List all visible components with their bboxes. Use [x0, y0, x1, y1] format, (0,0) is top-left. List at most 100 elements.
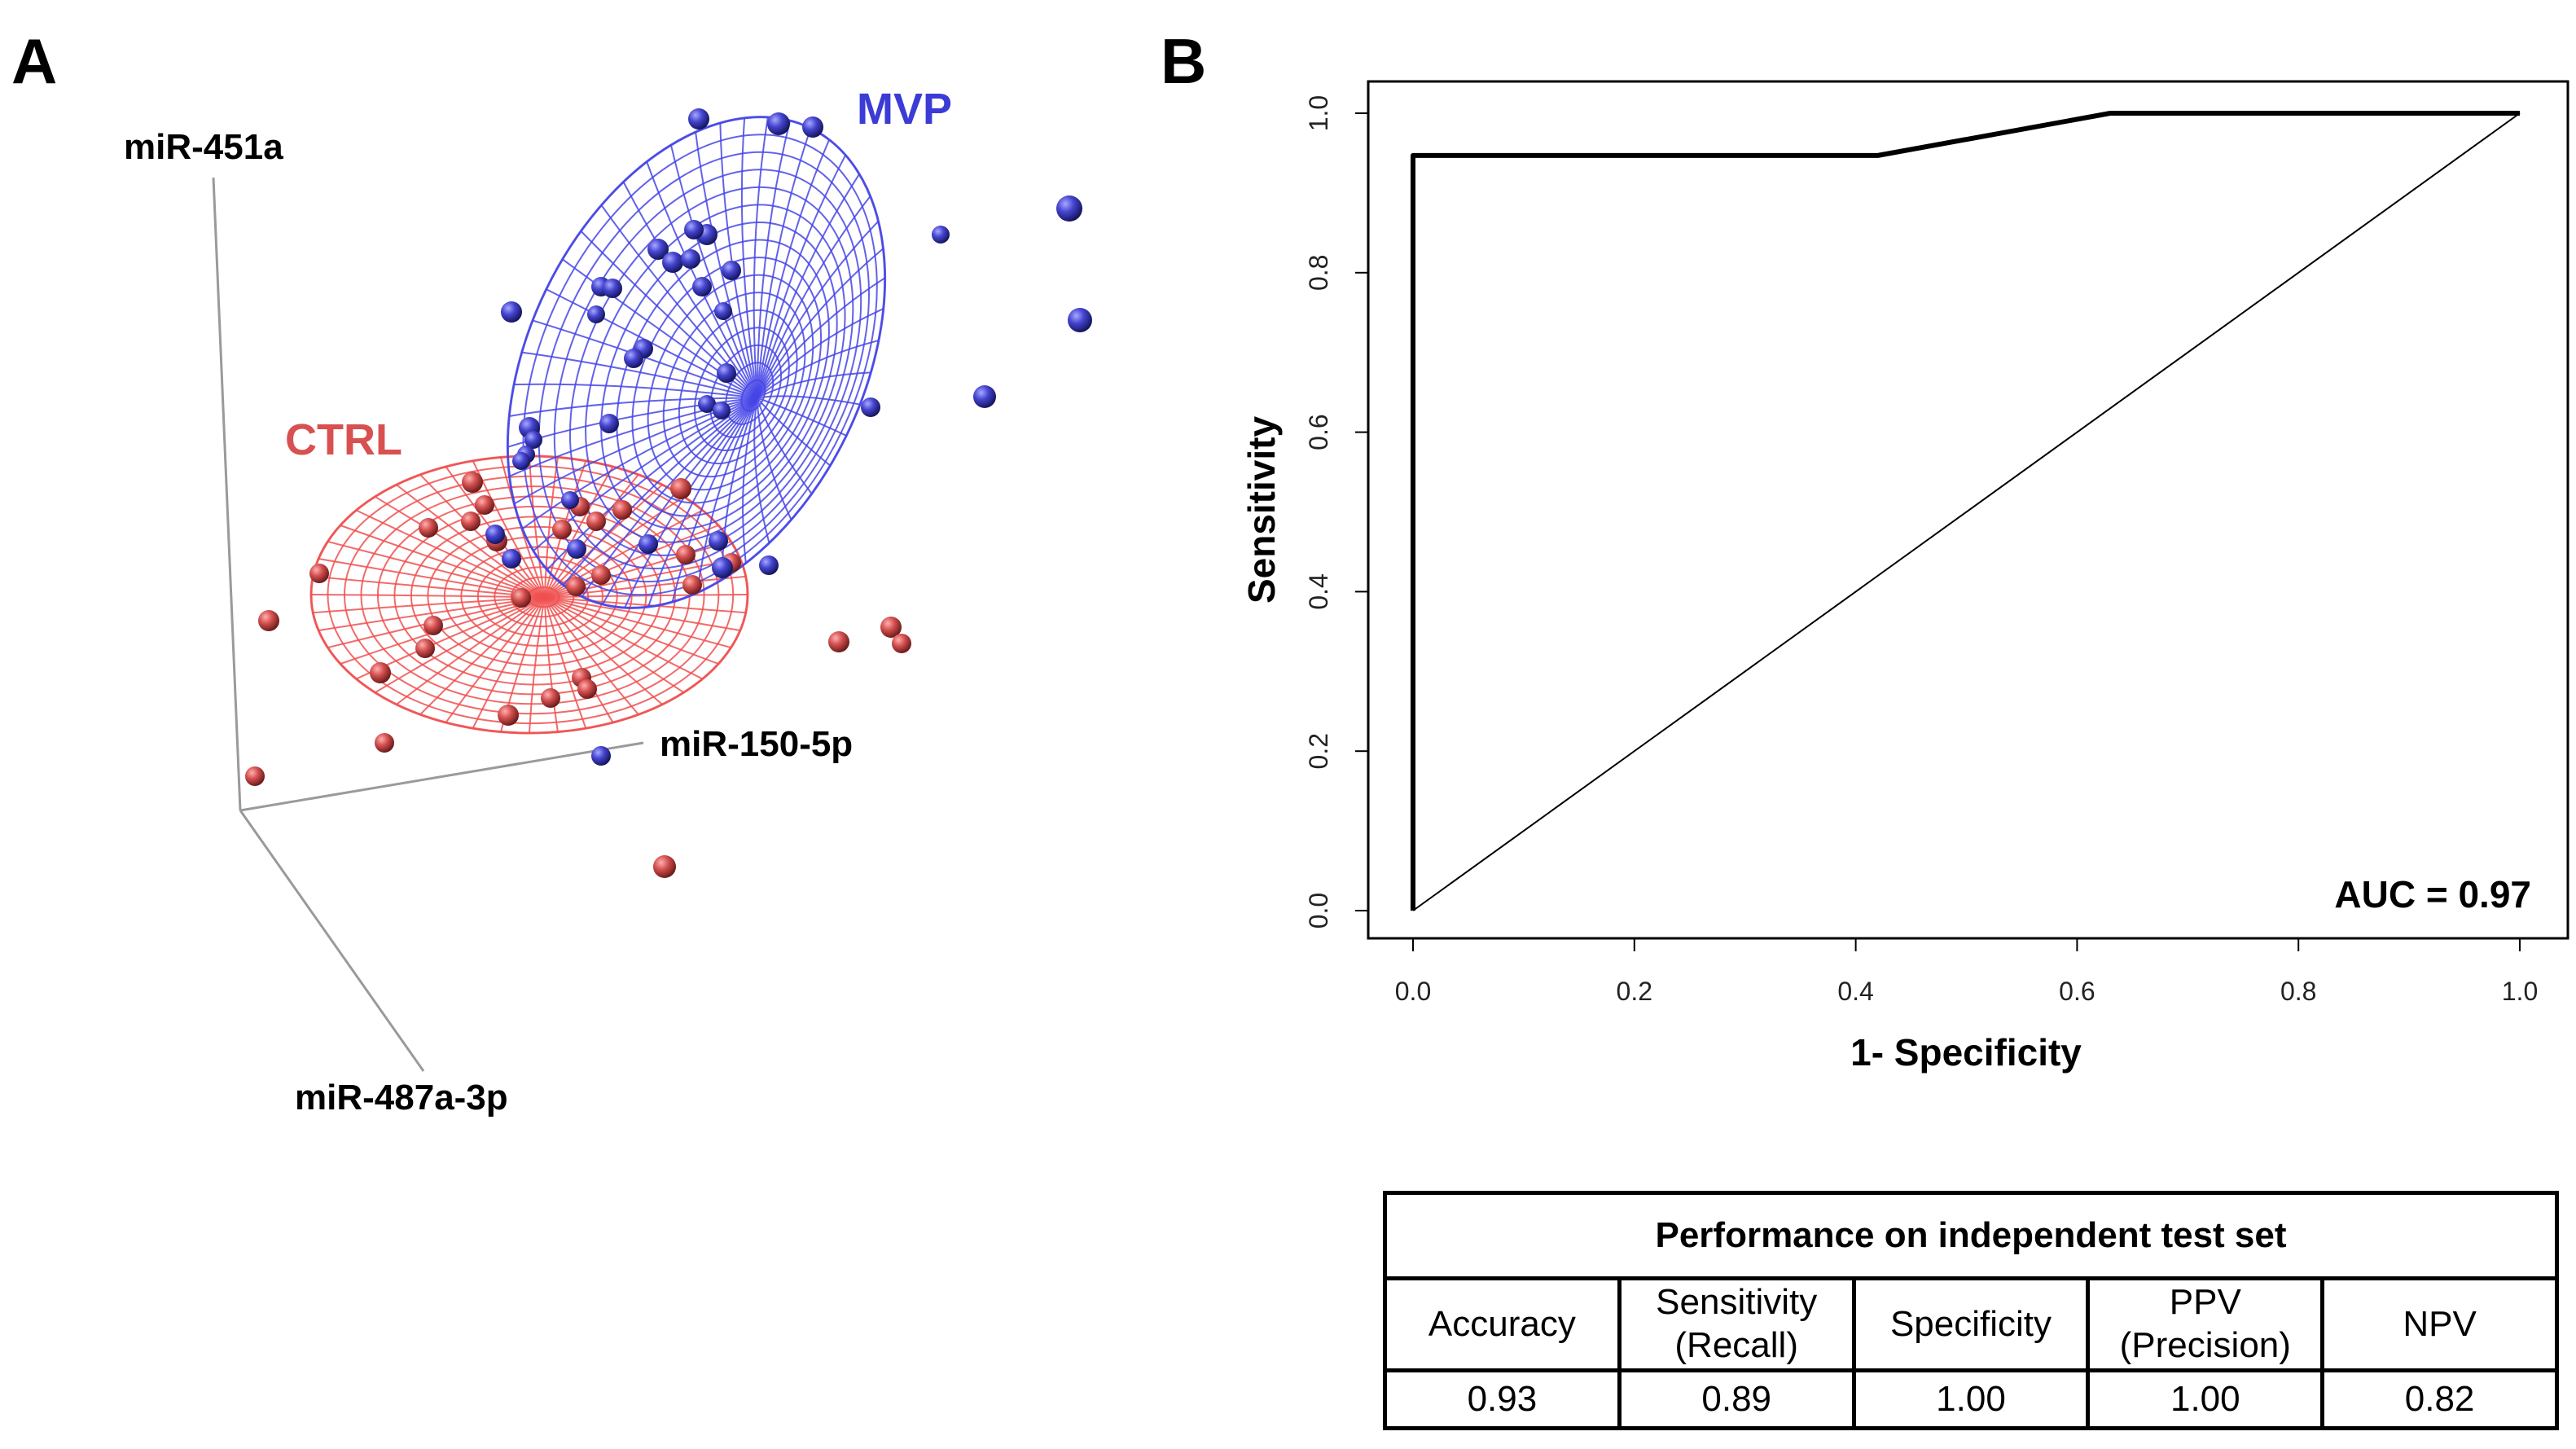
performance-table: Performance on independent test set Accu…	[1383, 1191, 2559, 1430]
ctrl-point	[670, 478, 691, 499]
value-specificity: 1.00	[1851, 1368, 2091, 1430]
ellipsoid-meridian	[757, 397, 847, 437]
x-axis-title: 1- Specificity	[1850, 1031, 2082, 1074]
mvp-point	[722, 261, 741, 280]
mvp-point	[501, 301, 522, 323]
ctrl-point	[892, 634, 911, 653]
ellipsoid-meridian	[647, 397, 758, 608]
header-sensitivity-sublabel: (Recall)	[1674, 1325, 1798, 1365]
mvp-point	[1056, 195, 1082, 222]
ctrl-point	[612, 500, 632, 520]
ellipsoid-meridian	[529, 455, 546, 598]
mvp-point	[767, 112, 790, 135]
performance-table-title: Performance on independent test set	[1383, 1191, 2559, 1280]
mvp-point	[485, 525, 505, 544]
mvp-point	[684, 220, 704, 239]
mvp-point	[624, 349, 643, 368]
x-tick-label: 0.0	[1395, 977, 1431, 1006]
mvp-point	[591, 746, 611, 766]
mvp-point	[717, 363, 736, 383]
axis-label-depth: miR-487a-3p	[295, 1078, 508, 1117]
ellipsoid-meridian	[544, 495, 685, 599]
ellipsoid-meridian	[543, 466, 614, 598]
mvp-point	[1068, 308, 1092, 332]
ellipsoid-meridian	[719, 122, 758, 398]
ellipsoid-meridian	[756, 195, 871, 398]
ctrl-point	[475, 495, 494, 515]
reference-diagonal-line	[1412, 112, 2521, 911]
ctrl-point	[309, 564, 329, 583]
ellipsoid-meridian	[753, 116, 769, 398]
mvp-point	[502, 549, 521, 569]
mvp-point	[681, 249, 700, 269]
ctrl-point	[586, 512, 606, 531]
y-axis: 0.0 0.2 0.4 0.6 0.8 1.0	[1304, 95, 1369, 929]
y-tick-label: 0.0	[1304, 893, 1333, 929]
panel-label-a: A	[11, 25, 57, 97]
ellipsoid-meridian	[756, 339, 880, 399]
header-ppv: PPV (Precision)	[2086, 1276, 2325, 1372]
ellipsoid-meridian	[756, 308, 884, 399]
ellipsoid-meridian	[529, 597, 546, 734]
mvp-point	[802, 116, 823, 138]
ellipsoid-meridian	[669, 144, 758, 398]
ellipsoid-meridian	[756, 220, 880, 398]
value-accuracy: 0.93	[1383, 1368, 1622, 1430]
ellipsoid-meridian	[544, 596, 741, 631]
x-tick-label: 0.6	[2059, 977, 2095, 1006]
mvp-point	[561, 491, 579, 509]
ellipsoid-meridian	[740, 117, 758, 398]
group-label-mvp: MVP	[857, 85, 952, 134]
mvp-point	[512, 452, 530, 470]
ctrl-point	[653, 855, 676, 878]
ellipsoid-meridian	[419, 596, 546, 715]
ellipsoid-meridian	[472, 596, 546, 729]
ctrl-point	[370, 662, 391, 683]
mvp-point	[662, 252, 683, 273]
ellipsoid-meridian	[544, 575, 746, 599]
ellipsoid-meridian	[521, 351, 757, 399]
ellipsoid-meridian	[543, 457, 559, 598]
ellipsoid-meridian	[544, 596, 663, 705]
ellipsoid-meridian	[544, 509, 704, 599]
ellipsoid-meridian	[396, 596, 546, 705]
ellipsoid-meridian	[509, 397, 757, 417]
y-axis-title: Sensitivity	[1240, 416, 1283, 604]
ctrl-point	[245, 766, 265, 786]
ellipsoid-meridian	[622, 181, 758, 399]
header-sensitivity: Sensitivity (Recall)	[1617, 1276, 1856, 1372]
ellipsoid-meridian	[756, 277, 886, 399]
ellipsoid-meridian	[756, 397, 832, 467]
header-npv: NPV	[2320, 1276, 2559, 1372]
ctrl-point	[676, 545, 696, 564]
ellipsoid-meridian	[756, 173, 860, 398]
mvp-point	[688, 108, 709, 130]
y-tick-label: 0.8	[1304, 255, 1333, 291]
ellipsoid-meridian	[721, 397, 758, 580]
mvp-point	[567, 539, 586, 559]
ctrl-point	[375, 733, 394, 753]
ellipsoid-meridian	[544, 596, 704, 680]
ellipsoid-meridian	[374, 596, 546, 694]
mvp-ellipsoid	[506, 116, 887, 609]
mvp-point	[639, 534, 658, 554]
ctrl-point	[828, 631, 849, 652]
ellipsoid-meridian	[543, 596, 614, 723]
group-label-ctrl: CTRL	[285, 415, 402, 464]
mvp-point	[524, 431, 542, 449]
ellipsoid-meridian	[756, 248, 884, 398]
ellipsoid-meridian	[419, 474, 546, 599]
ctrl-point	[880, 617, 902, 638]
ellipsoid-meridian	[445, 596, 546, 723]
header-npv-label: NPV	[2403, 1303, 2477, 1344]
x-tick-label: 0.8	[2280, 977, 2316, 1006]
ellipsoid-meridian	[757, 371, 871, 399]
mvp-point	[861, 397, 880, 417]
panel-label-b: B	[1161, 25, 1206, 97]
y-tick-label: 0.4	[1304, 573, 1333, 609]
x-tick-label: 1.0	[2502, 977, 2538, 1006]
table-values-row: 0.93 0.89 1.00 1.00 0.82	[1383, 1368, 2559, 1430]
header-ppv-sublabel: (Precision)	[2119, 1325, 2291, 1365]
x-axis: 0.0 0.2 0.4 0.6 0.8 1.0	[1395, 937, 2538, 1006]
